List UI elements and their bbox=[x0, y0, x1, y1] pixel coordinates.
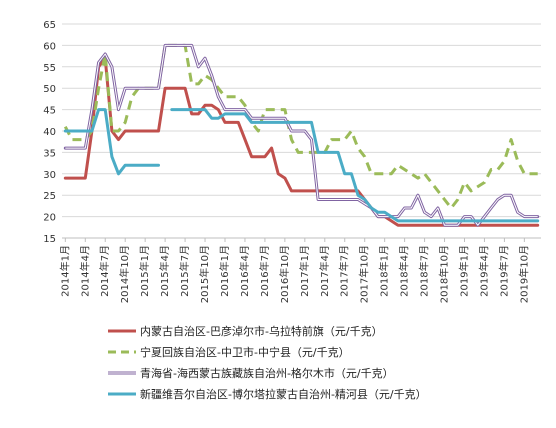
series-3 bbox=[63, 43, 540, 227]
legend-label: 内蒙古自治区-巴彦淖尔市-乌拉特前旗（元/千克） bbox=[140, 324, 383, 338]
x-tick-label: 2016年4月 bbox=[238, 245, 251, 297]
legend-label: 青海省-海西蒙古族藏族自治州-格尔木市（元/千克） bbox=[140, 366, 394, 380]
x-tick-label: 2015年4月 bbox=[158, 245, 171, 297]
legend: 内蒙古自治区-巴彦淖尔市-乌拉特前旗（元/千克） 宁夏回族自治区-中卫市-中宁县（… bbox=[108, 324, 427, 401]
series-line bbox=[63, 43, 540, 227]
series-line-inner bbox=[65, 44, 538, 226]
series-lines bbox=[63, 43, 540, 227]
series-line bbox=[170, 108, 540, 223]
x-tick-label: 2019年4月 bbox=[477, 245, 490, 297]
legend-label: 宁夏回族自治区-中卫市-中宁县（元/千克） bbox=[140, 345, 350, 359]
series-line bbox=[63, 43, 538, 210]
legend-item: 宁夏回族自治区-中卫市-中宁县（元/千克） bbox=[108, 345, 350, 359]
series-line bbox=[63, 56, 540, 227]
series-line bbox=[63, 108, 160, 176]
y-tick-label: 65 bbox=[43, 20, 56, 31]
x-tick-label: 2017年7月 bbox=[338, 245, 351, 297]
y-tick-label: 50 bbox=[43, 84, 56, 95]
y-tick-label: 20 bbox=[43, 213, 56, 224]
y-tick-label: 15 bbox=[43, 234, 56, 245]
x-tick-label: 2014年1月 bbox=[58, 245, 71, 297]
x-tick-label: 2016年10月 bbox=[278, 245, 291, 303]
x-tick-label: 2019年7月 bbox=[497, 245, 510, 297]
x-tick-label: 2019年10月 bbox=[517, 245, 530, 303]
legend-item: 青海省-海西蒙古族藏族自治州-格尔木市（元/千克） bbox=[108, 366, 394, 380]
y-tick-label: 30 bbox=[43, 170, 56, 181]
series-4 bbox=[63, 108, 540, 223]
y-tick-label: 40 bbox=[43, 127, 56, 138]
x-tick-label: 2015年1月 bbox=[138, 245, 151, 297]
series-2 bbox=[63, 43, 538, 210]
x-tick-label: 2015年10月 bbox=[198, 245, 211, 303]
x-tick-label: 2018年4月 bbox=[398, 245, 411, 297]
x-tick-label: 2014年7月 bbox=[98, 245, 111, 297]
x-tick-label: 2014年10月 bbox=[118, 245, 131, 303]
legend-label: 新疆维吾尔自治区-博尔塔拉蒙古自治州-精河县（元/千克） bbox=[140, 387, 427, 401]
x-tick-label: 2015年7月 bbox=[178, 245, 191, 297]
x-tick-label: 2018年10月 bbox=[438, 245, 451, 303]
y-tick-label: 45 bbox=[43, 106, 56, 117]
x-tick-label: 2014年4月 bbox=[78, 245, 91, 297]
x-tick-label: 2017年4月 bbox=[318, 245, 331, 297]
axes: 15 20 25 30 35 40 45 50 55 60 65 2014年1月 2014年4月 2014… bbox=[43, 20, 541, 303]
y-tick-label: 25 bbox=[43, 191, 56, 202]
legend-item: 内蒙古自治区-巴彦淖尔市-乌拉特前旗（元/千克） bbox=[108, 324, 383, 338]
y-tick-label: 60 bbox=[43, 41, 56, 52]
legend-item: 新疆维吾尔自治区-博尔塔拉蒙古自治州-精河县（元/千克） bbox=[108, 387, 427, 401]
x-tick-label: 2018年1月 bbox=[378, 245, 391, 297]
x-tick-label: 2016年1月 bbox=[218, 245, 231, 297]
x-tick-label: 2019年1月 bbox=[457, 245, 470, 297]
x-tick-label: 2017年10月 bbox=[358, 245, 371, 303]
x-tick-label: 2018年7月 bbox=[418, 245, 431, 297]
series-1 bbox=[63, 56, 540, 227]
x-tick-label: 2017年1月 bbox=[298, 245, 311, 297]
y-tick-label: 35 bbox=[43, 148, 56, 159]
y-tick-label: 55 bbox=[43, 63, 56, 74]
x-tick-label: 2016年7月 bbox=[258, 245, 271, 297]
